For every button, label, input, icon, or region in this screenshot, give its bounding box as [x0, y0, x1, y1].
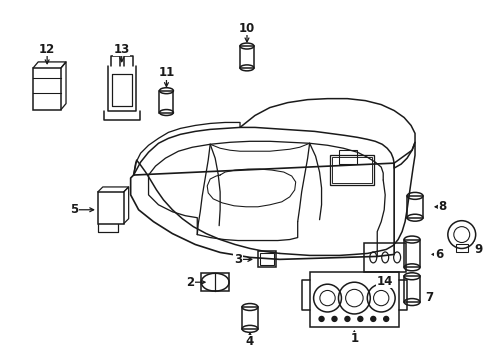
Bar — [364, 243, 405, 272]
Bar — [201, 273, 228, 291]
Circle shape — [319, 316, 324, 321]
Bar — [403, 276, 419, 302]
Bar — [257, 251, 275, 267]
Text: 7: 7 — [424, 291, 432, 303]
Text: 14: 14 — [376, 275, 392, 288]
Bar — [406, 196, 422, 218]
Bar — [240, 46, 253, 68]
Text: 10: 10 — [238, 22, 255, 35]
Text: 2: 2 — [186, 276, 194, 289]
Text: 11: 11 — [158, 66, 174, 79]
Bar — [309, 272, 398, 327]
Text: 5: 5 — [70, 203, 78, 216]
Bar — [331, 157, 371, 183]
Text: 3: 3 — [233, 253, 242, 266]
Bar — [159, 91, 173, 113]
Text: 8: 8 — [438, 200, 446, 213]
Text: 9: 9 — [473, 243, 482, 256]
Text: 1: 1 — [349, 332, 358, 345]
Bar — [339, 150, 357, 164]
Text: 12: 12 — [39, 42, 55, 55]
Bar — [329, 155, 373, 185]
Bar — [403, 239, 419, 267]
Circle shape — [357, 316, 362, 321]
Bar — [98, 192, 123, 224]
Circle shape — [344, 316, 349, 321]
Bar — [242, 307, 257, 329]
Text: 6: 6 — [434, 248, 442, 261]
Text: 13: 13 — [113, 42, 129, 55]
Bar — [33, 68, 61, 109]
Circle shape — [370, 316, 375, 321]
Circle shape — [383, 316, 388, 321]
Text: 4: 4 — [245, 335, 254, 348]
Bar — [260, 253, 273, 265]
Bar — [455, 244, 467, 252]
Circle shape — [331, 316, 336, 321]
